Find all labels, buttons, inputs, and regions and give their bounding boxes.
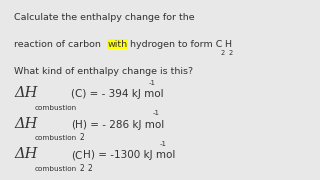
- Text: ΔH: ΔH: [14, 147, 38, 161]
- Text: H: H: [83, 150, 91, 160]
- Text: combustion: combustion: [34, 166, 76, 172]
- Text: ) = - 286 kJ mol: ) = - 286 kJ mol: [83, 120, 164, 130]
- Text: (C: (C: [71, 150, 83, 160]
- Text: What kind of enthalpy change is this?: What kind of enthalpy change is this?: [14, 67, 194, 76]
- Text: ) = -1300 kJ mol: ) = -1300 kJ mol: [91, 150, 175, 160]
- Text: combustion: combustion: [34, 135, 76, 141]
- Text: H: H: [224, 40, 231, 49]
- Text: with: with: [108, 40, 128, 49]
- Text: reaction of carbon: reaction of carbon: [14, 40, 104, 49]
- Text: 2: 2: [229, 50, 233, 56]
- Text: ΔH: ΔH: [14, 86, 38, 100]
- Text: combustion: combustion: [34, 105, 76, 111]
- Text: 2: 2: [80, 164, 84, 173]
- Text: 2: 2: [80, 133, 84, 142]
- Text: 2: 2: [220, 50, 224, 56]
- Text: (C) = - 394 kJ mol: (C) = - 394 kJ mol: [71, 89, 164, 99]
- Text: -1: -1: [152, 110, 159, 116]
- Text: -1: -1: [149, 80, 156, 86]
- Text: ΔH: ΔH: [14, 117, 38, 131]
- Text: -1: -1: [160, 141, 167, 147]
- Text: Calculate the enthalpy change for the: Calculate the enthalpy change for the: [14, 13, 195, 22]
- Text: 2: 2: [87, 164, 92, 173]
- Text: hydrogen to form C: hydrogen to form C: [127, 40, 222, 49]
- Text: (H: (H: [71, 120, 83, 130]
